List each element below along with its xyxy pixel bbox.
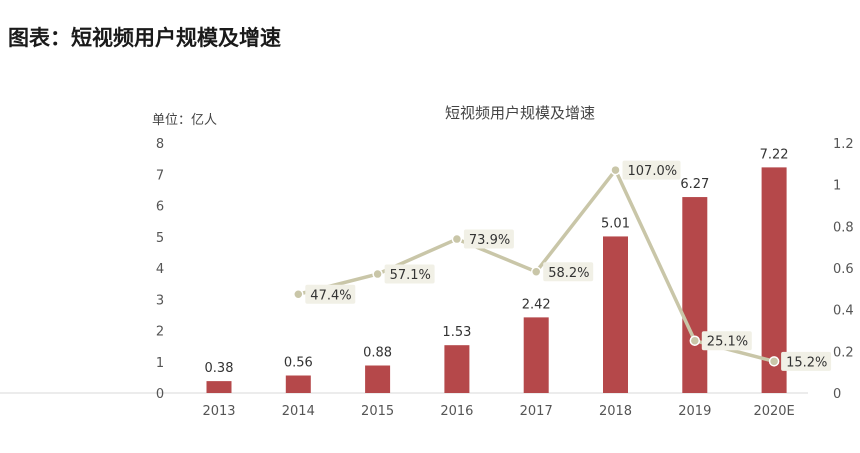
bar [365, 365, 391, 393]
y-left-tick-label: 4 [156, 262, 164, 277]
y-right-tick-label: 0.4 [833, 304, 854, 319]
x-tick-label: 2018 [599, 404, 632, 419]
growth-value-label: 47.4% [310, 288, 351, 303]
bar-value-label: 0.56 [284, 356, 313, 371]
growth-point [530, 266, 542, 277]
x-tick-label: 2013 [202, 404, 235, 419]
bar-value-label: 7.22 [760, 147, 789, 162]
growth-value-label: 107.0% [628, 164, 678, 179]
growth-value-label: 15.2% [786, 355, 827, 370]
bar-value-label: 0.38 [205, 361, 234, 376]
bar [603, 236, 628, 393]
growth-value-label: 57.1% [390, 268, 431, 283]
growth-point [610, 164, 621, 176]
page-heading: 图表：短视频用户规模及增速 [8, 26, 281, 50]
bar [523, 317, 549, 393]
bar-value-label: 6.27 [680, 177, 709, 192]
y-left-tick-label: 3 [156, 293, 164, 308]
y-right-tick-label: 1.2 [833, 137, 854, 152]
bar [285, 375, 311, 393]
y-right-tick-label: 0.8 [833, 220, 854, 235]
y-left-tick-label: 2 [156, 325, 164, 340]
bar [682, 197, 708, 393]
y-left-tick-label: 8 [156, 137, 164, 152]
growth-point [768, 356, 780, 367]
unit-label: 单位：亿人 [152, 113, 217, 128]
growth-line-layer [293, 164, 780, 367]
labels-layer: 0.38 0.56 0.88 1.53 2.42 5.01 6.27 7.22 47.4% 57.… [205, 147, 832, 376]
x-tick-label: 2015 [361, 404, 394, 419]
y-left-tick-label: 7 [156, 168, 164, 183]
x-tick-label: 2016 [440, 404, 473, 419]
bar-value-label: 5.01 [601, 216, 630, 231]
growth-label-box [701, 331, 752, 351]
y-right-tick-label: 1 [833, 179, 841, 194]
x-tick-label: 2020E [753, 404, 794, 419]
axes-layer: 0 1 2 3 4 5 6 7 8 0 0.2 0.4 0.6 0.8 1 1.2 2013 2014 2015 20… [156, 137, 854, 419]
chart-title: 短视频用户规模及增速 [445, 104, 595, 122]
x-tick-label: 2014 [282, 404, 315, 419]
growth-value-label: 25.1% [707, 335, 748, 350]
growth-label-box [622, 160, 681, 180]
bar-value-label: 0.88 [363, 346, 392, 361]
y-left-tick-label: 6 [156, 200, 164, 215]
growth-point [293, 289, 304, 300]
y-left-tick-label: 5 [156, 231, 164, 246]
y-right-tick-label: 0.6 [833, 262, 854, 277]
y-right-tick-label: 0.2 [833, 345, 854, 360]
growth-label-box [463, 229, 514, 249]
growth-label-box [384, 264, 435, 284]
bars-layer [206, 167, 787, 393]
growth-point [372, 268, 383, 280]
bar-value-label: 1.53 [442, 325, 471, 340]
bar [444, 345, 470, 393]
bar-value-label: 2.42 [522, 297, 551, 312]
bar [206, 381, 232, 393]
growth-point [451, 233, 463, 245]
x-tick-label: 2017 [520, 404, 553, 419]
growth-label-box [305, 284, 356, 304]
y-left-tick-label: 0 [156, 387, 164, 402]
growth-value-label: 58.2% [548, 266, 589, 281]
y-left-tick-label: 1 [156, 356, 164, 371]
growth-point [689, 335, 701, 346]
growth-label-box [543, 262, 594, 282]
growth-value-label: 73.9% [469, 233, 510, 248]
x-tick-label: 2019 [678, 404, 711, 419]
y-right-tick-label: 0 [833, 387, 841, 402]
growth-label-box [781, 351, 832, 371]
